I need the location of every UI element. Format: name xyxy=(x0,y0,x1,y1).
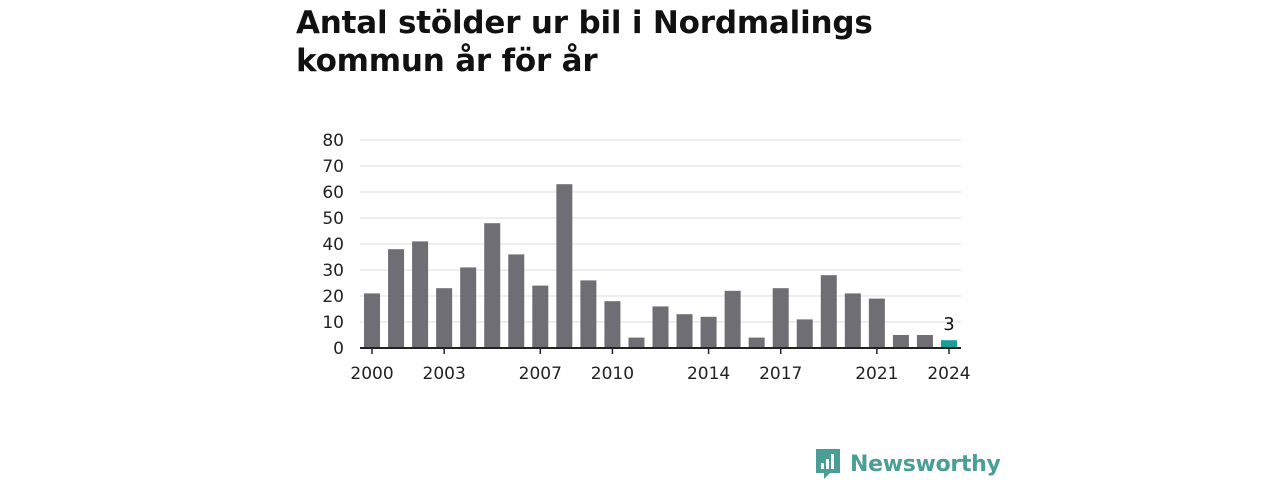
bar xyxy=(940,340,957,348)
bar xyxy=(484,223,501,348)
bar xyxy=(508,254,525,348)
bar xyxy=(628,337,645,348)
y-tick-label: 80 xyxy=(322,131,344,151)
bar xyxy=(772,288,789,348)
bar xyxy=(724,290,741,348)
bar xyxy=(892,335,909,348)
bar xyxy=(436,288,453,348)
y-tick-label: 40 xyxy=(322,235,344,255)
bar xyxy=(580,280,597,348)
bar xyxy=(556,184,573,348)
y-tick-label: 20 xyxy=(322,287,344,307)
x-tick-label: 2017 xyxy=(759,364,802,384)
bar xyxy=(748,337,765,348)
bar xyxy=(916,335,933,348)
bar xyxy=(700,316,717,348)
bar xyxy=(532,285,549,348)
bar xyxy=(844,293,861,348)
y-tick-label: 10 xyxy=(322,313,344,333)
x-tick-label: 2010 xyxy=(591,364,634,384)
bar xyxy=(460,267,477,348)
bar xyxy=(412,241,429,348)
bar xyxy=(820,275,837,348)
y-tick-label: 70 xyxy=(322,157,344,177)
bar xyxy=(364,293,381,348)
chart-title: Antal stölder ur bil i Nordmalings kommu… xyxy=(296,5,873,79)
bar xyxy=(676,314,693,348)
bar xyxy=(388,249,405,348)
bar xyxy=(796,319,813,348)
newsworthy-logo-icon xyxy=(816,449,840,479)
data-label: 3 xyxy=(943,314,954,335)
x-tick-label: 2000 xyxy=(350,364,393,384)
y-tick-label: 50 xyxy=(322,209,344,229)
bar xyxy=(652,306,669,348)
x-tick-label: 2021 xyxy=(855,364,898,384)
bar xyxy=(604,301,621,348)
x-tick-label: 2003 xyxy=(423,364,466,384)
y-tick-label: 0 xyxy=(333,339,344,359)
y-tick-label: 60 xyxy=(322,183,344,203)
brand-logo: Newsworthy xyxy=(814,446,1001,482)
bar xyxy=(868,298,885,348)
x-tick-label: 2024 xyxy=(927,364,970,384)
x-tick-label: 2007 xyxy=(519,364,562,384)
brand-name: Newsworthy xyxy=(850,451,1001,477)
x-tick-label: 2014 xyxy=(687,364,730,384)
y-tick-label: 30 xyxy=(322,261,344,281)
